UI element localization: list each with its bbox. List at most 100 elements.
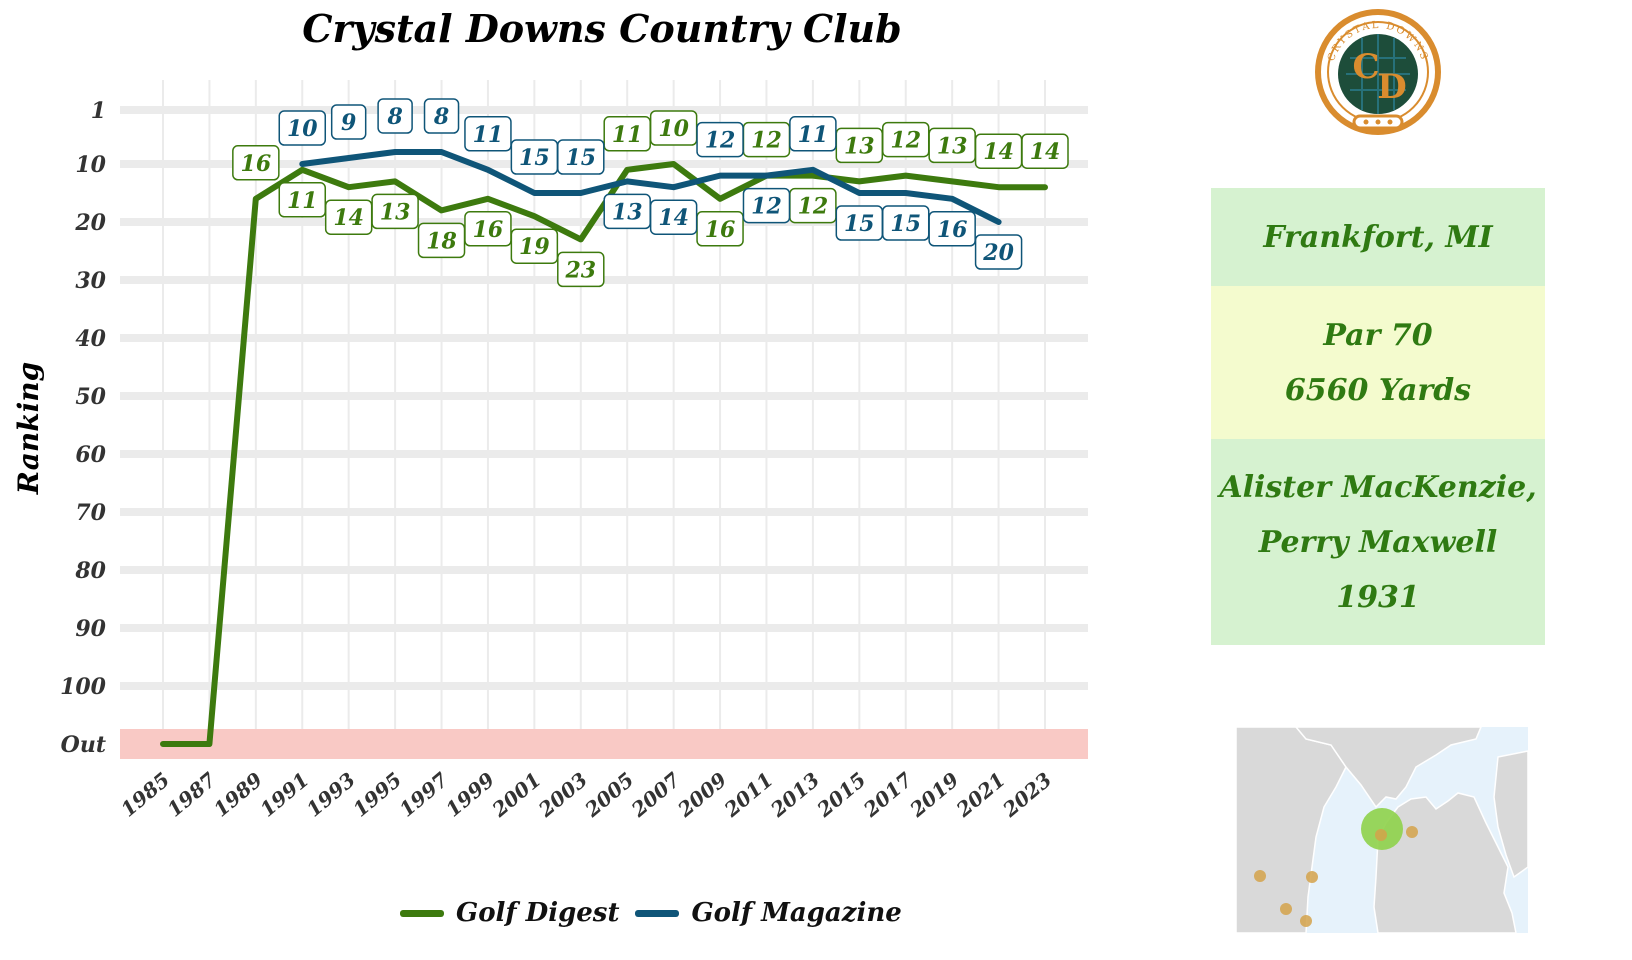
- data-label-box: [1021, 133, 1069, 169]
- data-label: 8: [377, 98, 413, 134]
- data-label-box: [696, 121, 744, 158]
- data-label-text: 14: [658, 205, 689, 231]
- data-label-text: 16: [705, 217, 736, 243]
- data-label: 16: [232, 145, 280, 181]
- location-block: Frankfort, MI: [1211, 188, 1545, 286]
- map-land-west: [1236, 727, 1347, 933]
- data-label-text: 11: [798, 122, 829, 148]
- data-label-box: [464, 116, 512, 152]
- data-label: 15: [557, 139, 605, 175]
- x-tick-label: 2001: [487, 767, 546, 822]
- grid-line-horizontal: [120, 334, 1088, 342]
- x-tick-label: 1995: [348, 767, 406, 821]
- data-label: 11: [789, 116, 837, 152]
- data-label-box: [649, 199, 698, 235]
- data-label: 14: [649, 199, 698, 235]
- grid-line-horizontal: [120, 508, 1088, 516]
- x-tick-label: 2005: [580, 767, 639, 822]
- architect-block: Alister MacKenzie, Perry Maxwell 1931: [1211, 439, 1545, 645]
- data-label: 19: [510, 228, 559, 264]
- data-label: 23: [557, 251, 605, 288]
- data-label-text: 8: [433, 104, 449, 130]
- data-label-box: [377, 98, 413, 134]
- data-label: 11: [603, 116, 651, 152]
- data-label-text: 11: [473, 122, 504, 148]
- data-label: 13: [371, 193, 419, 230]
- architect-line-2: Perry Maxwell: [1258, 524, 1498, 560]
- data-label-box: [974, 234, 1023, 270]
- y-tick-label: 90: [75, 616, 106, 642]
- map-course-dot: [1254, 870, 1266, 882]
- y-tick-label: Out: [61, 732, 106, 758]
- data-label-text: 9: [341, 110, 356, 136]
- y-tick-label: 40: [75, 326, 106, 352]
- data-label-box: [557, 251, 605, 288]
- y-tick-label: 50: [75, 384, 106, 410]
- y-tick-label: 20: [74, 210, 106, 236]
- data-label: 10: [278, 110, 327, 146]
- data-label-text: 15: [844, 211, 875, 237]
- data-label-text: 12: [705, 128, 736, 154]
- series-line-golf-magazine: [299, 149, 1002, 225]
- y-tick-label: 100: [60, 674, 107, 700]
- map-course-dot: [1406, 826, 1418, 838]
- data-label-box: [742, 187, 791, 224]
- data-label-text: 14: [1030, 139, 1061, 165]
- legend-swatch-golf-magazine: [635, 909, 680, 917]
- data-label-box: [278, 182, 327, 218]
- data-label-text: 23: [564, 257, 596, 283]
- architect-line-1: Alister MacKenzie,: [1219, 469, 1537, 505]
- data-label: 18: [417, 222, 466, 259]
- data-label: 15: [881, 205, 930, 241]
- data-label: 13: [603, 193, 651, 230]
- data-label: 8: [423, 98, 460, 134]
- data-label: 15: [510, 139, 559, 175]
- grid-line-horizontal: [120, 106, 1088, 114]
- x-tick-label: 2013: [765, 767, 824, 822]
- y-tick-label: 10: [75, 152, 106, 178]
- x-tick-label: 2017: [858, 767, 917, 822]
- data-label-box: [464, 211, 512, 247]
- data-label-text: 12: [890, 128, 921, 154]
- x-tick-label: 1993: [302, 767, 360, 821]
- x-tick-label: 2023: [997, 767, 1056, 822]
- data-label-text: 18: [426, 228, 457, 254]
- y-tick-label: 80: [74, 558, 106, 584]
- data-label-box: [928, 211, 976, 247]
- data-label: 14: [1021, 133, 1069, 169]
- data-label-text: 13: [380, 199, 411, 225]
- map-course-dot: [1375, 829, 1387, 841]
- x-tick-label: 2003: [533, 767, 592, 822]
- data-label: 13: [835, 127, 884, 164]
- data-label-text: 10: [287, 116, 318, 142]
- data-label-text: 14: [983, 139, 1014, 165]
- x-tick-label: 1987: [163, 767, 221, 821]
- logo-letter-c: C: [1352, 47, 1379, 87]
- data-label: 14: [324, 199, 373, 235]
- legend-item-golf-magazine: Golf Magazine: [635, 898, 902, 928]
- data-label: 12: [881, 121, 930, 158]
- data-label: 11: [464, 116, 512, 152]
- data-label-box: [371, 193, 419, 230]
- x-tick-label: 1989: [209, 767, 267, 821]
- data-label-text: 13: [612, 199, 643, 225]
- x-tick-label: 2009: [672, 767, 731, 822]
- data-label-text: 10: [658, 116, 689, 142]
- y-tick-label: 30: [75, 268, 106, 294]
- data-label-text: 20: [982, 240, 1014, 266]
- course-info-panel: Frankfort, MI Par 70 6560 Yards Alister …: [1211, 188, 1545, 645]
- data-label: 16: [928, 211, 976, 247]
- data-label-text: 15: [519, 145, 550, 171]
- data-label: 16: [696, 211, 744, 247]
- data-label: 10: [649, 110, 698, 146]
- legend: Golf Digest Golf Magazine: [400, 898, 902, 928]
- legend-swatch-golf-digest: [400, 909, 444, 917]
- data-label-text: 12: [751, 194, 782, 220]
- map-highlight-circle: [1361, 808, 1403, 850]
- data-label: 12: [696, 121, 744, 158]
- data-label: 11: [278, 182, 327, 218]
- par-text: Par 70: [1323, 317, 1433, 353]
- data-label-text: 12: [798, 194, 829, 220]
- legend-label-golf-digest: Golf Digest: [456, 898, 620, 928]
- map-course-dot: [1280, 903, 1292, 915]
